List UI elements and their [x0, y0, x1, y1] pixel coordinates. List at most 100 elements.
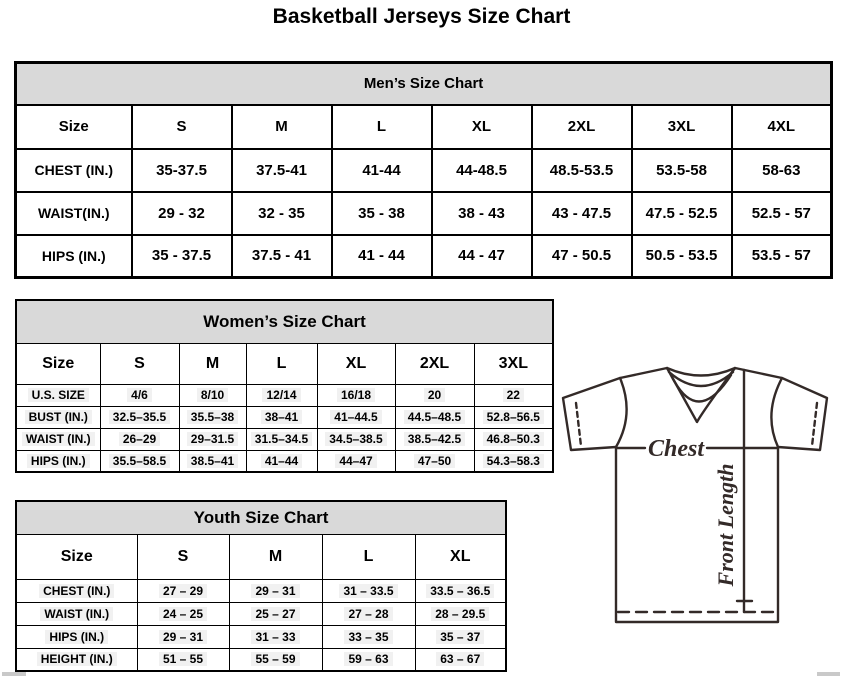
- size-value-cell: 29–31.5: [178, 427, 247, 451]
- size-value-cell: 22: [473, 383, 554, 407]
- size-value-cell: 25 – 27: [228, 601, 323, 626]
- collar-band-line: [667, 370, 735, 388]
- size-value-cell: 20: [394, 383, 475, 407]
- table-row: CHEST (IN.) 27 – 29 29 – 31 31 – 33.5 33…: [15, 578, 507, 603]
- column-header: XL: [430, 103, 533, 150]
- size-value-cell: 35 - 37.5: [130, 233, 233, 279]
- size-value-cell: 38.5–41: [178, 449, 247, 473]
- column-header: 4XL: [730, 103, 833, 150]
- size-value-cell: 27 – 29: [136, 578, 230, 603]
- size-value-cell: 26–29: [99, 427, 180, 451]
- size-value-cell: 41-44: [330, 147, 433, 193]
- row-label: HIPS (IN.): [15, 449, 101, 473]
- table-row: CHEST (IN.) 35-37.5 37.5-41 41-44 44-48.…: [14, 147, 833, 193]
- size-value-cell: 41 - 44: [330, 233, 433, 279]
- womens-table-title: Women’s Size Chart: [15, 299, 554, 344]
- size-value-cell: 55 – 59: [228, 647, 323, 672]
- size-value-cell: 32.5–35.5: [99, 405, 180, 429]
- column-header: S: [99, 342, 180, 385]
- size-value-cell: 29 – 31: [136, 624, 230, 649]
- size-value-cell: 35 – 37: [414, 624, 507, 649]
- size-value-cell: 12/14: [245, 383, 318, 407]
- table-row: HIPS (IN.) 35.5–58.5 38.5–41 41–44 44–47…: [15, 449, 554, 473]
- size-value-cell: 31.5–34.5: [245, 427, 318, 451]
- column-header: L: [245, 342, 318, 385]
- size-value-cell: 53.5 - 57: [730, 233, 833, 279]
- size-value-cell: 4/6: [99, 383, 180, 407]
- horizontal-scrollbar-fragment[interactable]: [817, 672, 840, 676]
- row-label: WAIST (IN.): [15, 427, 101, 451]
- size-value-cell: 38 - 43: [430, 190, 533, 236]
- column-header: Size: [15, 533, 138, 580]
- sleeve-cuff-dash-right: [810, 401, 819, 448]
- row-label: BUST (IN.): [15, 405, 101, 429]
- size-value-cell: 37.5 - 41: [230, 233, 333, 279]
- size-value-cell: 37.5-41: [230, 147, 333, 193]
- table-row: U.S. SIZE 4/6 8/10 12/14 16/18 20 22: [15, 383, 554, 407]
- size-value-cell: 58-63: [730, 147, 833, 193]
- size-value-cell: 29 - 32: [130, 190, 233, 236]
- size-value-cell: 47.5 - 52.5: [630, 190, 733, 236]
- size-value-cell: 44–47: [316, 449, 396, 473]
- row-label: WAIST (IN.): [15, 601, 138, 626]
- row-label: WAIST(IN.): [14, 190, 133, 236]
- size-value-cell: 8/10: [178, 383, 247, 407]
- size-value-cell: 59 – 63: [321, 647, 416, 672]
- row-label: CHEST (IN.): [14, 147, 133, 193]
- size-value-cell: 35.5–38: [178, 405, 247, 429]
- shoulder-seam-right: [770, 376, 784, 449]
- column-header: XL: [414, 533, 507, 580]
- row-label: CHEST (IN.): [15, 578, 138, 603]
- size-value-cell: 31 – 33: [228, 624, 323, 649]
- row-label: U.S. SIZE: [15, 383, 101, 407]
- youth-size-table: Youth Size Chart Size S M L XL CHEST (IN…: [15, 500, 508, 672]
- size-value-cell: 63 – 67: [414, 647, 507, 672]
- shoulder-seam-left: [614, 376, 628, 449]
- size-value-cell: 31 – 33.5: [321, 578, 416, 603]
- size-value-cell: 54.3–58.3: [473, 449, 554, 473]
- column-header: XL: [316, 342, 396, 385]
- table-row: HEIGHT (IN.) 51 – 55 55 – 59 59 – 63 63 …: [15, 647, 507, 672]
- size-value-cell: 50.5 - 53.5: [630, 233, 733, 279]
- size-value-cell: 41–44: [245, 449, 318, 473]
- row-label: HIPS (IN.): [15, 624, 138, 649]
- chest-label: Chest: [648, 436, 705, 462]
- size-value-cell: 47–50: [394, 449, 475, 473]
- sleeve-cuff-dash-left: [574, 401, 583, 448]
- size-value-cell: 48.5-53.5: [530, 147, 633, 193]
- table-row: WAIST(IN.) 29 - 32 32 - 35 35 - 38 38 - …: [14, 190, 833, 236]
- column-header: 3XL: [473, 342, 554, 385]
- size-value-cell: 35.5–58.5: [99, 449, 180, 473]
- table-row: WAIST (IN.) 26–29 29–31.5 31.5–34.5 34.5…: [15, 427, 554, 451]
- table-row: HIPS (IN.) 29 – 31 31 – 33 33 – 35 35 – …: [15, 624, 507, 649]
- mens-size-table: Men’s Size Chart Size S M L XL 2XL 3XL 4…: [14, 61, 834, 279]
- row-label: HIPS (IN.): [14, 233, 133, 279]
- size-value-cell: 27 – 28: [321, 601, 416, 626]
- column-header: L: [330, 103, 433, 150]
- size-value-cell: 38–41: [245, 405, 318, 429]
- size-value-cell: 16/18: [316, 383, 396, 407]
- size-value-cell: 41–44.5: [316, 405, 396, 429]
- horizontal-scrollbar-fragment[interactable]: [2, 672, 26, 676]
- mens-table-title: Men’s Size Chart: [14, 61, 833, 106]
- column-header: 3XL: [630, 103, 733, 150]
- size-value-cell: 46.8–50.3: [473, 427, 554, 451]
- column-header: 2XL: [530, 103, 633, 150]
- front-length-label: Front Length: [713, 464, 738, 588]
- size-value-cell: 52.8–56.5: [473, 405, 554, 429]
- size-value-cell: 35 - 38: [330, 190, 433, 236]
- size-value-cell: 47 - 50.5: [530, 233, 633, 279]
- size-value-cell: 51 – 55: [136, 647, 230, 672]
- table-row: BUST (IN.) 32.5–35.5 35.5–38 38–41 41–44…: [15, 405, 554, 429]
- column-header: Size: [14, 103, 133, 150]
- womens-size-table: Women’s Size Chart Size S M L XL 2XL 3XL…: [15, 299, 555, 473]
- column-header: S: [130, 103, 233, 150]
- collar-inner-line: [669, 373, 733, 403]
- size-value-cell: 24 – 25: [136, 601, 230, 626]
- column-header: Size: [15, 342, 101, 385]
- size-value-cell: 44-48.5: [430, 147, 533, 193]
- youth-table-title: Youth Size Chart: [15, 500, 507, 535]
- size-value-cell: 52.5 - 57: [730, 190, 833, 236]
- column-header: S: [136, 533, 230, 580]
